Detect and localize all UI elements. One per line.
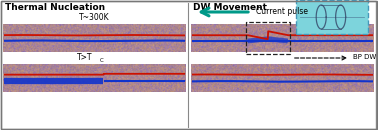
Text: BP DW: BP DW [353, 54, 376, 60]
Text: Current pulse: Current pulse [256, 6, 308, 15]
Text: C: C [100, 57, 104, 63]
Text: DW Movement: DW Movement [193, 3, 267, 12]
Bar [246, 22, 290, 54]
Text: T>T: T>T [77, 53, 92, 62]
Text: Thermal Nucleation: Thermal Nucleation [5, 3, 105, 12]
Bar [296, 0, 368, 34]
Text: T~300K: T~300K [79, 13, 110, 22]
